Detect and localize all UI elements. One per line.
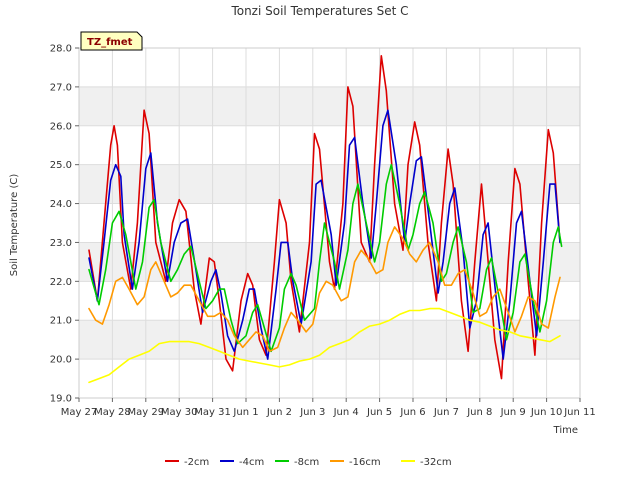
legend-label: -8cm <box>294 457 319 468</box>
chart-title: Tonzi Soil Temperatures Set C <box>230 4 408 18</box>
y-tick-label: 19.0 <box>50 394 72 405</box>
series-line-minus8cm <box>88 163 563 353</box>
plot-band <box>79 125 580 165</box>
y-tick-label: 22.0 <box>50 277 72 288</box>
series-line-minus2cm <box>88 54 561 380</box>
y-axis-title: Soil Temperature (C) <box>9 174 20 277</box>
plot-band <box>79 359 580 398</box>
legend-label: -32cm <box>420 457 452 468</box>
plot-band <box>79 164 580 204</box>
y-tick-label: 24.0 <box>50 199 72 210</box>
legend-item: -32cm <box>401 457 452 468</box>
site-badge: TZ_fmet <box>80 31 143 51</box>
series-line-minus16cm <box>88 226 561 353</box>
series-layer <box>88 54 563 384</box>
series-line-minus4cm <box>88 109 561 360</box>
x-tick-label: Jun 1 <box>232 407 258 418</box>
y-axis-ticks: 19.0 20.0 21.0 22.0 23.0 24.0 25.0 26.0 27.0 28.0 <box>50 44 79 405</box>
x-tick-label: May 27 <box>61 407 98 418</box>
x-tick-label: May 29 <box>128 407 165 418</box>
x-tick-label: Jun 10 <box>530 407 563 418</box>
x-tick-label: May 30 <box>161 407 198 418</box>
x-tick-label: May 28 <box>94 407 131 418</box>
x-tick-label: Jun 6 <box>399 407 425 418</box>
x-tick-label: Jun 8 <box>466 407 492 418</box>
y-tick-label: 25.0 <box>50 160 72 171</box>
badge-label: TZ_fmet <box>87 37 133 48</box>
legend-label: -2cm <box>184 457 209 468</box>
y-tick-label: 28.0 <box>50 44 72 55</box>
x-axis-title: Time <box>553 425 578 436</box>
legend: -2cm -4cm -8cm -16cm -32cm <box>165 457 452 468</box>
x-tick-label: Jun 5 <box>366 407 392 418</box>
x-tick-label: May 31 <box>194 407 231 418</box>
x-tick-label: Jun 7 <box>433 407 459 418</box>
x-tick-label: Jun 9 <box>500 407 526 418</box>
plot-band <box>79 48 580 87</box>
legend-label: -4cm <box>239 457 264 468</box>
x-tick-label: Jun 4 <box>333 407 359 418</box>
legend-label: -16cm <box>349 457 381 468</box>
y-tick-label: 20.0 <box>50 355 72 366</box>
plot-band <box>79 86 580 126</box>
legend-item: -4cm <box>220 457 264 468</box>
y-tick-label: 26.0 <box>50 121 72 132</box>
y-tick-label: 21.0 <box>50 316 72 327</box>
x-tick-label: Jun 2 <box>266 407 292 418</box>
y-tick-label: 23.0 <box>50 238 72 249</box>
legend-item: -2cm <box>165 457 209 468</box>
badge-box <box>80 31 143 51</box>
x-tick-label: Jun 3 <box>299 407 325 418</box>
legend-item: -16cm <box>330 457 381 468</box>
series-line-minus32cm <box>88 307 561 384</box>
y-tick-label: 27.0 <box>50 82 72 93</box>
x-tick-label: Jun 11 <box>563 407 596 418</box>
legend-item: -8cm <box>275 457 319 468</box>
plot-frame <box>78 47 581 399</box>
